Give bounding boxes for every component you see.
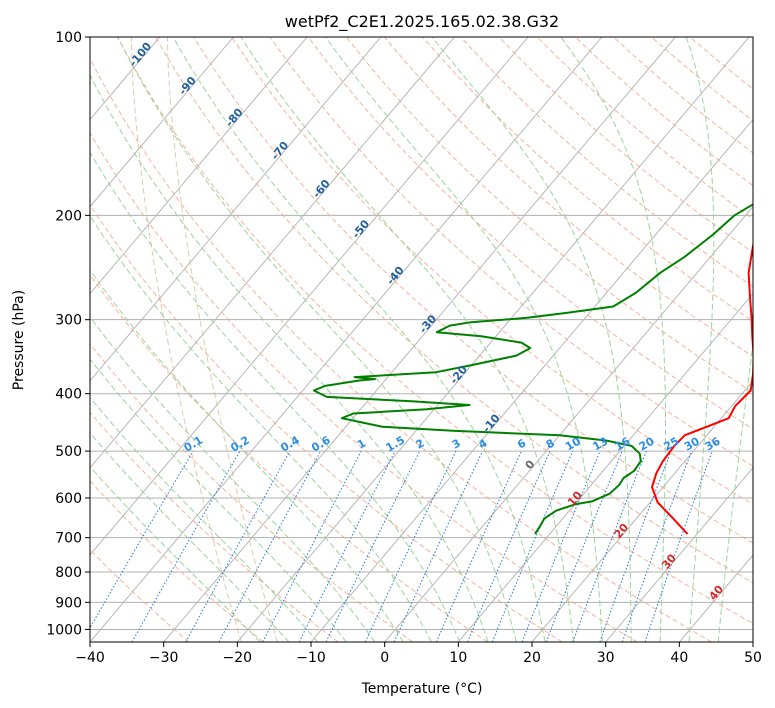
- isotherm-line: [605, 467, 753, 642]
- x-tick-label: −30: [149, 650, 179, 666]
- dry-adiabat-line: [90, 273, 488, 642]
- mixing-ratio-line: [298, 450, 396, 642]
- mixing-ratio-line: [435, 450, 522, 642]
- dry-adiabat-line: [231, 37, 753, 505]
- mixing-ratio-line: [393, 450, 484, 642]
- y-tick-label: 500: [55, 444, 82, 460]
- moist-adiabat-line: [172, 37, 546, 642]
- moist-adiabat-line: [90, 396, 319, 642]
- dry-adiabat-line: [460, 37, 753, 288]
- y-tick-label: 900: [55, 595, 82, 611]
- mixing-ratio-line: [521, 450, 601, 642]
- x-tick-label: 30: [597, 650, 615, 666]
- isotherm-line: [384, 205, 753, 642]
- dewpoint-profile-line: [312, 203, 753, 535]
- isotherm-line: [457, 292, 753, 642]
- isotherm-line: [236, 37, 750, 642]
- moist-adiabat-line: [90, 151, 461, 642]
- moist-adiabat-line: [431, 37, 632, 642]
- y-tick-label: 100: [55, 30, 82, 46]
- isotherm-line: [163, 37, 676, 642]
- x-tick-label: 50: [744, 650, 762, 666]
- mixing-ratio-line: [644, 450, 713, 642]
- dry-adiabat-line: [155, 37, 753, 584]
- moist-adiabat-line: [90, 358, 347, 642]
- mixing-ratio-line: [364, 450, 457, 642]
- mixing-ratio-line: [262, 450, 362, 642]
- isotherm-line: [90, 37, 382, 382]
- y-tick-label: 600: [55, 491, 82, 507]
- x-tick-label: −10: [296, 650, 326, 666]
- dry-adiabat-line: [90, 203, 563, 642]
- mixing-ratio-line: [131, 450, 241, 642]
- moist-adiabat-line: [90, 432, 290, 642]
- mixing-ratio-line: [218, 450, 322, 642]
- isotherm-line: [90, 37, 603, 642]
- dry-adiabat-line: [422, 37, 753, 322]
- dry-adiabat-line: [90, 57, 712, 642]
- moist-adiabat-line: [685, 37, 715, 642]
- isotherm-line: [90, 37, 455, 469]
- mixing-ratio-line: [491, 450, 574, 642]
- isotherm-line: [90, 37, 529, 556]
- y-tick-label: 700: [55, 531, 82, 547]
- moist-adiabat-line: [117, 37, 517, 642]
- y-tick-label: 300: [55, 313, 82, 329]
- background-lines: [90, 37, 753, 642]
- mixing-ratio-line: [185, 450, 291, 642]
- x-tick-label: 10: [449, 650, 467, 666]
- mixing-ratio-line: [545, 450, 623, 642]
- lcl-guide-line: [166, 37, 278, 642]
- moist-adiabat-line: [240, 37, 575, 642]
- x-axis: −40 −30 −20 −10 0 10 20 30 40 50: [75, 642, 762, 666]
- chart-title: wetPf2_C2E1.2025.165.02.38.G32: [285, 12, 559, 32]
- mixing-ratio-line: [599, 450, 672, 642]
- y-tick-label: 1000: [46, 622, 82, 638]
- mixing-ratio-line: [621, 450, 693, 642]
- moist-adiabat-line: [560, 37, 666, 642]
- dry-adiabat-line: [90, 480, 264, 642]
- moist-adiabat-line: [90, 74, 489, 642]
- x-tick-label: −20: [223, 650, 253, 666]
- y-tick-label: 200: [55, 208, 82, 224]
- dry-adiabat-line: [307, 37, 753, 430]
- y-tick-label: 400: [55, 387, 82, 403]
- y-tick-label: 800: [55, 565, 82, 581]
- mixing-ratio-line: [572, 450, 647, 642]
- x-tick-label: 0: [380, 650, 389, 666]
- y-axis: 100 200 300 400 500 600 700 800 900 1000: [46, 30, 90, 638]
- isotherm-line: [90, 37, 308, 295]
- dry-adiabat-line: [345, 37, 753, 394]
- isotherm-line: [531, 380, 753, 642]
- y-axis-label: Pressure (hPa): [11, 290, 27, 390]
- moist-adiabat-line: [325, 37, 603, 642]
- isotherm-line: [90, 37, 234, 208]
- dry-adiabat-line: [193, 37, 753, 544]
- moist-adiabat-line: [90, 214, 432, 642]
- x-tick-label: −40: [75, 650, 105, 666]
- x-axis-label: Temperature (°C): [361, 681, 483, 697]
- moist-adiabat-line: [90, 269, 404, 642]
- lcl-guide-line: [130, 37, 242, 642]
- x-tick-label: 40: [670, 650, 688, 666]
- mixing-ratio-line: [467, 450, 551, 642]
- moist-adiabat-line: [90, 465, 261, 642]
- dry-adiabat-line: [116, 37, 753, 625]
- plot-frame: [89, 36, 754, 643]
- x-tick-label: 20: [523, 650, 541, 666]
- moist-adiabat-line: [717, 340, 753, 642]
- dry-adiabat-line: [90, 411, 339, 642]
